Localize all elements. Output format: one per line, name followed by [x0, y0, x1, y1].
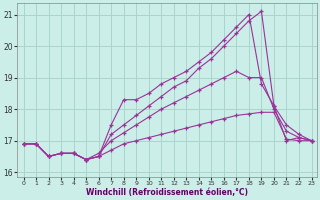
X-axis label: Windchill (Refroidissement éolien,°C): Windchill (Refroidissement éolien,°C)	[86, 188, 248, 197]
